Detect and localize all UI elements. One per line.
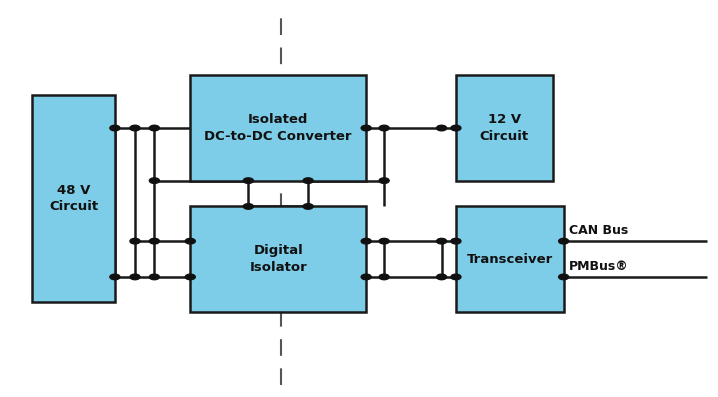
Circle shape (379, 238, 389, 244)
Circle shape (110, 274, 120, 280)
Circle shape (130, 274, 140, 280)
Circle shape (130, 238, 140, 244)
Circle shape (451, 125, 461, 131)
Circle shape (379, 274, 389, 280)
Circle shape (437, 125, 447, 131)
FancyBboxPatch shape (32, 95, 115, 302)
FancyBboxPatch shape (190, 75, 366, 181)
Circle shape (361, 238, 371, 244)
Text: 12 V
Circuit: 12 V Circuit (480, 113, 529, 143)
Circle shape (303, 178, 313, 183)
Circle shape (243, 204, 253, 209)
Circle shape (559, 274, 569, 280)
Circle shape (243, 178, 253, 183)
Circle shape (149, 178, 159, 183)
Circle shape (559, 238, 569, 244)
FancyBboxPatch shape (190, 206, 366, 312)
Circle shape (451, 274, 461, 280)
Text: 48 V
Circuit: 48 V Circuit (49, 183, 98, 214)
Circle shape (185, 274, 195, 280)
Circle shape (379, 178, 389, 183)
Text: Digital
Isolator: Digital Isolator (249, 244, 307, 274)
Circle shape (110, 125, 120, 131)
Circle shape (437, 274, 447, 280)
Text: PMBus®: PMBus® (569, 260, 629, 273)
Circle shape (149, 125, 159, 131)
Text: Isolated
DC-to-DC Converter: Isolated DC-to-DC Converter (205, 113, 352, 143)
Text: Transceiver: Transceiver (467, 252, 553, 266)
Circle shape (361, 125, 371, 131)
Circle shape (149, 238, 159, 244)
FancyBboxPatch shape (456, 206, 564, 312)
Circle shape (303, 204, 313, 209)
Circle shape (185, 238, 195, 244)
Circle shape (130, 125, 140, 131)
Circle shape (437, 238, 447, 244)
Circle shape (361, 274, 371, 280)
Circle shape (451, 238, 461, 244)
Circle shape (379, 125, 389, 131)
FancyBboxPatch shape (456, 75, 553, 181)
Circle shape (149, 274, 159, 280)
Text: CAN Bus: CAN Bus (569, 224, 629, 237)
